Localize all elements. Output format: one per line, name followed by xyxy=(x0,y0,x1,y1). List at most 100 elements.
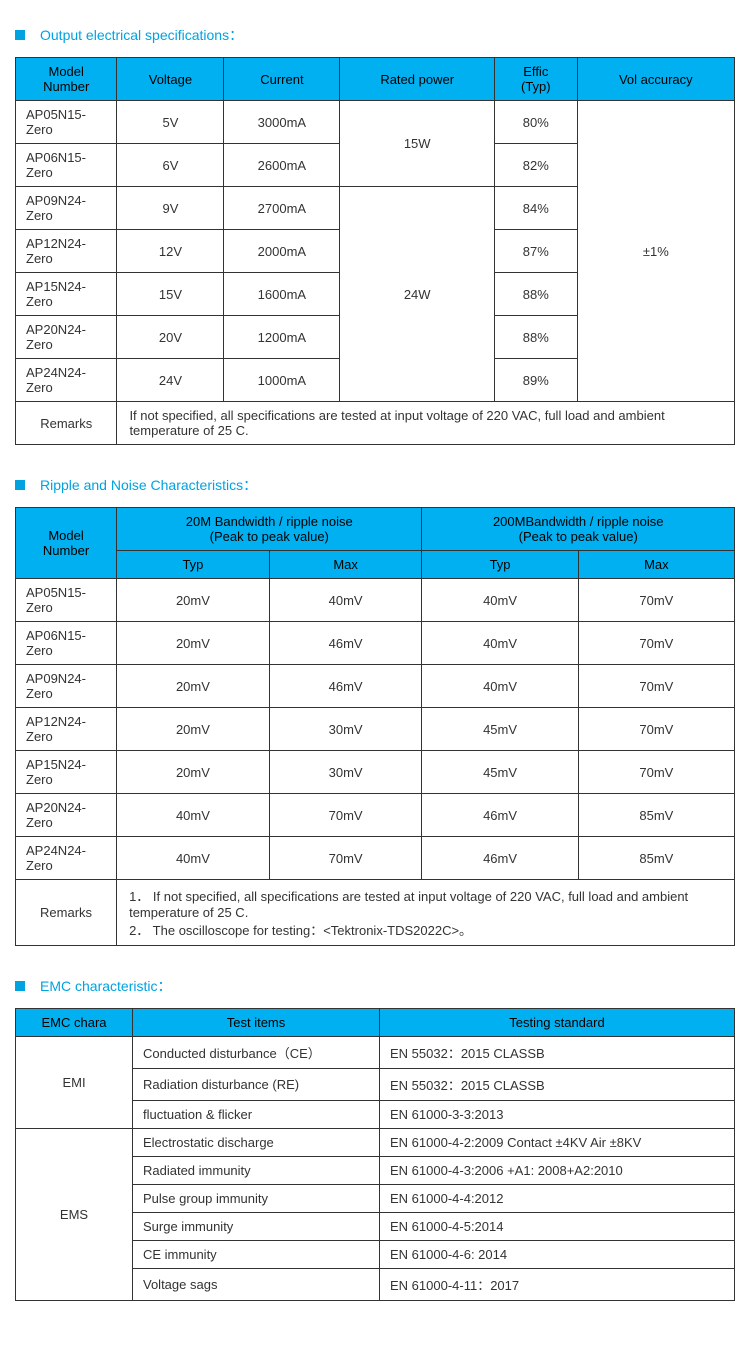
th-max: Max xyxy=(269,551,422,579)
cell-item: Voltage sags xyxy=(133,1269,380,1301)
th-current: Current xyxy=(224,58,340,101)
cell-typ20: 40mV xyxy=(117,794,270,837)
remarks-text: If not specified, all specifications are… xyxy=(117,402,735,445)
table-row: AP09N24-Zero20mV46mV40mV70mV xyxy=(16,665,735,708)
cell-typ200: 45mV xyxy=(422,708,578,751)
cell-typ20: 20mV xyxy=(117,579,270,622)
table-header-row: Model Number Voltage Current Rated power… xyxy=(16,58,735,101)
cell-vol-acc: ±1% xyxy=(577,101,734,402)
ripple-noise-table: Model Number 20M Bandwidth / ripple nois… xyxy=(15,507,735,946)
cell-effic: 84% xyxy=(495,187,578,230)
cell-max200: 85mV xyxy=(578,837,734,880)
th-rated: Rated power xyxy=(340,58,495,101)
cell-model: AP24N24-Zero xyxy=(16,837,117,880)
cell-effic: 82% xyxy=(495,144,578,187)
cell-model: AP20N24-Zero xyxy=(16,794,117,837)
section2-title: Ripple and Noise Characteristics： xyxy=(15,475,735,495)
cell-model: AP06N15-Zero xyxy=(16,144,117,187)
cell-std: EN 61000-4-4:2012 xyxy=(380,1185,735,1213)
cell-model: AP24N24-Zero xyxy=(16,359,117,402)
remarks-row: Remarks If not specified, all specificat… xyxy=(16,402,735,445)
cell-rated-24w: 24W xyxy=(340,187,495,402)
table-row: AP24N24-Zero40mV70mV46mV85mV xyxy=(16,837,735,880)
table-subheader-row: Typ Max Typ Max xyxy=(16,551,735,579)
output-spec-table: Model Number Voltage Current Rated power… xyxy=(15,57,735,445)
cell-current: 1600mA xyxy=(224,273,340,316)
table-header-row: EMC chara Test items Testing standard xyxy=(16,1009,735,1037)
th-testing-std: Testing standard xyxy=(380,1009,735,1037)
emc-table: EMC chara Test items Testing standard EM… xyxy=(15,1008,735,1301)
cell-effic: 88% xyxy=(495,273,578,316)
remarks-label: Remarks xyxy=(16,880,117,946)
cell-typ200: 46mV xyxy=(422,794,578,837)
cell-max200: 85mV xyxy=(578,794,734,837)
cell-rated-15w: 15W xyxy=(340,101,495,187)
cell-typ200: 45mV xyxy=(422,751,578,794)
cell-current: 2600mA xyxy=(224,144,340,187)
cell-current: 2000mA xyxy=(224,230,340,273)
cell-max20: 40mV xyxy=(269,579,422,622)
cell-std: EN 55032：2015 CLASSB xyxy=(380,1037,735,1069)
cell-max200: 70mV xyxy=(578,708,734,751)
cell-voltage: 20V xyxy=(117,316,224,359)
table-header-row: Model Number 20M Bandwidth / ripple nois… xyxy=(16,508,735,551)
cell-model: AP12N24-Zero xyxy=(16,230,117,273)
remarks-row: Remarks 1． If not specified, all specifi… xyxy=(16,880,735,946)
cell-item: Surge immunity xyxy=(133,1213,380,1241)
th-voltage: Voltage xyxy=(117,58,224,101)
cell-max20: 46mV xyxy=(269,622,422,665)
cell-std: EN 61000-3-3:2013 xyxy=(380,1101,735,1129)
th-effic: Effic(Typ) xyxy=(495,58,578,101)
th-typ: Typ xyxy=(422,551,578,579)
table-row: EMSElectrostatic dischargeEN 61000-4-2:2… xyxy=(16,1129,735,1157)
cell-item: Pulse group immunity xyxy=(133,1185,380,1213)
cell-model: AP09N24-Zero xyxy=(16,665,117,708)
th-200m: 200MBandwidth / ripple noise(Peak to pea… xyxy=(422,508,735,551)
cell-item: Radiated immunity xyxy=(133,1157,380,1185)
cell-voltage: 12V xyxy=(117,230,224,273)
cell-item: Electrostatic discharge xyxy=(133,1129,380,1157)
cell-model: AP20N24-Zero xyxy=(16,316,117,359)
th-model: Model Number xyxy=(16,58,117,101)
cell-typ200: 40mV xyxy=(422,579,578,622)
cell-model: AP06N15-Zero xyxy=(16,622,117,665)
cell-max20: 30mV xyxy=(269,708,422,751)
cell-model: AP05N15-Zero xyxy=(16,101,117,144)
cell-typ200: 40mV xyxy=(422,622,578,665)
th-max: Max xyxy=(578,551,734,579)
cell-std: EN 61000-4-11：2017 xyxy=(380,1269,735,1301)
cell-model: AP09N24-Zero xyxy=(16,187,117,230)
cell-model: AP15N24-Zero xyxy=(16,751,117,794)
cell-voltage: 24V xyxy=(117,359,224,402)
cell-max20: 46mV xyxy=(269,665,422,708)
cell-max200: 70mV xyxy=(578,579,734,622)
cell-max200: 70mV xyxy=(578,751,734,794)
cell-std: EN 55032：2015 CLASSB xyxy=(380,1069,735,1101)
table-row: AP05N15-Zero 5V 3000mA 15W 80% ±1% xyxy=(16,101,735,144)
th-test-items: Test items xyxy=(133,1009,380,1037)
cell-model: AP15N24-Zero xyxy=(16,273,117,316)
cell-std: EN 61000-4-6: 2014 xyxy=(380,1241,735,1269)
table-row: AP06N15-Zero20mV46mV40mV70mV xyxy=(16,622,735,665)
th-typ: Typ xyxy=(117,551,270,579)
cell-current: 1200mA xyxy=(224,316,340,359)
cell-item: CE immunity xyxy=(133,1241,380,1269)
table-row: AP12N24-Zero20mV30mV45mV70mV xyxy=(16,708,735,751)
section3-title-text: EMC characteristic： xyxy=(40,976,171,996)
th-emc-chara: EMC chara xyxy=(16,1009,133,1037)
cell-effic: 80% xyxy=(495,101,578,144)
section1-title-text: Output electrical specifications： xyxy=(40,25,243,45)
cell-typ20: 20mV xyxy=(117,751,270,794)
cell-effic: 89% xyxy=(495,359,578,402)
cell-item: Radiation disturbance (RE) xyxy=(133,1069,380,1101)
cell-typ200: 46mV xyxy=(422,837,578,880)
table-row: AP20N24-Zero40mV70mV46mV85mV xyxy=(16,794,735,837)
table-row: AP15N24-Zero20mV30mV45mV70mV xyxy=(16,751,735,794)
cell-item: Conducted disturbance（CE） xyxy=(133,1037,380,1069)
cell-voltage: 6V xyxy=(117,144,224,187)
emi-label: EMI xyxy=(16,1037,133,1129)
cell-max200: 70mV xyxy=(578,622,734,665)
th-model: Model Number xyxy=(16,508,117,579)
cell-current: 3000mA xyxy=(224,101,340,144)
section3-title: EMC characteristic： xyxy=(15,976,735,996)
